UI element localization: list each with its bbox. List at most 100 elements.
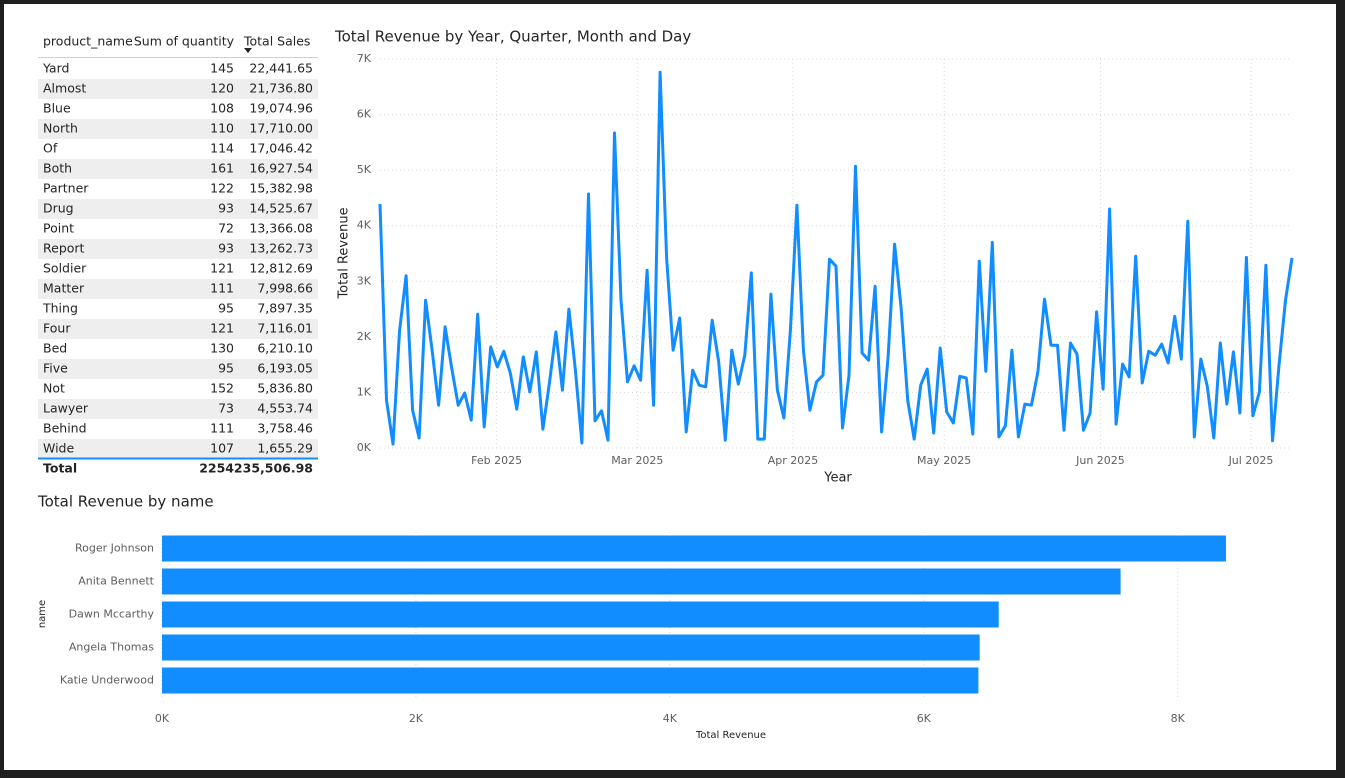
cell: 152	[210, 381, 234, 396]
cell: 17,710.00	[249, 121, 313, 136]
y-tick-label: 5K	[357, 163, 372, 176]
cell: Point	[43, 221, 74, 236]
bar	[162, 634, 980, 661]
cell: 7,897.35	[257, 301, 313, 316]
x-tick-label: 8K	[1171, 712, 1186, 725]
cell: North	[43, 121, 78, 136]
y-tick-label: Roger Johnson	[75, 542, 154, 555]
x-tick-label: 0K	[155, 712, 170, 725]
cell: 121	[210, 321, 234, 336]
x-tick-label: Jun 2025	[1075, 454, 1125, 467]
cell: Wide	[43, 441, 74, 456]
cell: 93	[218, 201, 234, 216]
x-tick-label: Feb 2025	[471, 454, 522, 467]
y-tick-label: 1K	[357, 385, 372, 398]
cell: 72	[218, 221, 234, 236]
cell: 114	[210, 141, 234, 156]
cell: 6,210.10	[257, 341, 313, 356]
cell: 161	[210, 161, 234, 176]
y-tick-label: 7K	[357, 52, 372, 65]
row-band	[38, 359, 318, 379]
cell: 7,116.01	[257, 321, 313, 336]
x-tick-label: May 2025	[917, 454, 971, 467]
cell: Lawyer	[43, 401, 89, 416]
cell: 4,553.74	[257, 401, 313, 416]
y-tick-label: 4K	[357, 219, 372, 232]
cell: Of	[43, 141, 58, 156]
cell: 107	[210, 441, 234, 456]
cell: Thing	[42, 301, 78, 316]
column-header: product_name	[43, 34, 133, 49]
cell: Five	[43, 361, 68, 376]
cell: 145	[210, 61, 234, 76]
row-band	[38, 239, 318, 259]
cell: 111	[210, 281, 234, 296]
cell: 130	[210, 341, 234, 356]
cell: 19,074.96	[249, 101, 313, 116]
y-tick-label: 3K	[357, 274, 372, 287]
column-header: Total Sales	[243, 34, 310, 49]
row-band	[38, 79, 318, 99]
cell: 93	[218, 241, 234, 256]
cell: 110	[210, 121, 234, 136]
cell: 17,046.42	[249, 141, 313, 156]
cell: 108	[210, 101, 234, 116]
cell: 15,382.98	[249, 181, 313, 196]
cell: Soldier	[43, 261, 87, 276]
cell: 3,758.46	[257, 421, 313, 436]
cell: 95	[218, 301, 234, 316]
y-tick-label: Katie Underwood	[60, 674, 154, 687]
cell: 122	[210, 181, 234, 196]
cell: Report	[43, 241, 85, 256]
bar	[162, 568, 1121, 595]
line	[378, 70, 1294, 446]
column-header: Sum of quantity	[134, 34, 235, 49]
x-tick-label: Mar 2025	[611, 454, 663, 467]
total-cell: 235,506.98	[234, 461, 313, 476]
cell: Not	[43, 381, 65, 396]
y-axis-title: Total Revenue	[337, 207, 352, 299]
row-band	[38, 319, 318, 339]
cell: Matter	[43, 281, 85, 296]
cell: 14,525.67	[249, 201, 313, 216]
cell: Four	[43, 321, 71, 336]
row-band	[38, 119, 318, 139]
cell: Both	[43, 161, 72, 176]
cell: 121	[210, 261, 234, 276]
cell: Yard	[42, 61, 69, 76]
cell: 21,736.80	[249, 81, 313, 96]
bar	[162, 667, 979, 694]
cell: 6,193.05	[257, 361, 313, 376]
row-band	[38, 199, 318, 219]
cell: 111	[210, 421, 234, 436]
cell: 22,441.65	[249, 61, 313, 76]
y-tick-label: Dawn Mccarthy	[69, 608, 155, 621]
x-axis-title: Total Revenue	[695, 730, 766, 741]
line-chart-title: Total Revenue by Year, Quarter, Month an…	[334, 28, 691, 46]
cell: Partner	[43, 181, 89, 196]
bar	[162, 535, 1226, 562]
cell: 5,836.80	[257, 381, 313, 396]
cell: Blue	[43, 101, 71, 116]
bar	[162, 601, 999, 628]
cell: 13,262.73	[249, 241, 313, 256]
y-tick-label: Angela Thomas	[69, 641, 154, 654]
sort-arrow	[244, 48, 252, 53]
y-tick-label: 6K	[357, 108, 372, 121]
x-tick-label: 6K	[917, 712, 932, 725]
row-band	[38, 159, 318, 179]
cell: 16,927.54	[249, 161, 313, 176]
cell: Drug	[43, 201, 74, 216]
x-tick-label: Jul 2025	[1228, 454, 1274, 467]
row-band	[38, 439, 318, 459]
cell: Behind	[43, 421, 87, 436]
cell: 13,366.08	[249, 221, 313, 236]
x-tick-label: 2K	[409, 712, 424, 725]
y-tick-label: Anita Bennett	[78, 575, 154, 588]
cell: 73	[218, 401, 234, 416]
total-cell: Total	[43, 461, 77, 476]
cell: 120	[210, 81, 234, 96]
cell: 7,998.66	[257, 281, 313, 296]
cell: 95	[218, 361, 234, 376]
